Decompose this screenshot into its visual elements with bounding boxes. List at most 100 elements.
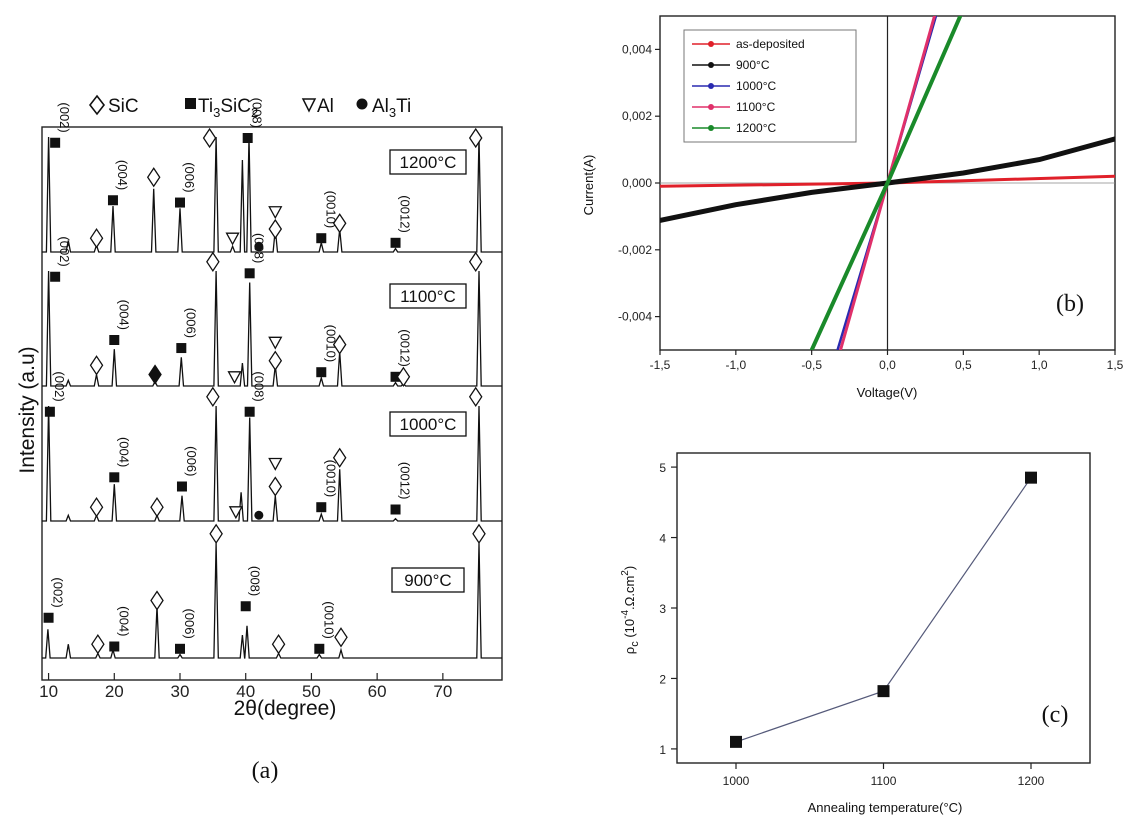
xrd-marker-3-5 — [202, 127, 217, 149]
iv-y-tick-label-4: 0,004 — [622, 42, 652, 56]
xrd-marker-2-8 — [268, 336, 283, 350]
xrd-marker-3-13 — [390, 237, 401, 248]
xrd-marker-3-11 — [316, 233, 327, 244]
xrd-traces: (002) (004) (006) (008) (0010) 900°C (002) (004… — [42, 98, 502, 659]
iv-y-tick-label-1: -0,002 — [618, 243, 652, 257]
xrd-marker-1-7 — [244, 406, 255, 417]
iv-legend-marker-1 — [708, 62, 714, 68]
iv-y-axis-title: Current(A) — [581, 155, 596, 216]
xrd-marker-3-7 — [242, 133, 253, 143]
rho-y-tick-label-1: 2 — [659, 672, 666, 686]
legend-al-symbol — [301, 98, 317, 113]
xrd-plane-label-3-4: (006) — [182, 162, 197, 192]
iv-legend-marker-3 — [708, 104, 714, 110]
xrd-marker-1-0 — [44, 406, 55, 417]
xrd-trace-line-1 — [42, 405, 502, 522]
xrd-plane-label-2-12: (0012) — [398, 329, 413, 367]
rho-ticks: 1000 1100 1200 1 2 3 4 5 — [659, 461, 1044, 788]
panel-b-label: (b) — [1056, 291, 1084, 317]
xrd-marker-3-0 — [50, 137, 61, 148]
xrd-plane-label-0-4: (006) — [182, 608, 197, 638]
xrd-x-tick-label-0: 10 — [39, 682, 58, 701]
iv-legend-marker-2 — [708, 83, 714, 89]
legend-al3ti-label: Al3Ti — [372, 96, 411, 120]
rho-point-0 — [730, 735, 742, 748]
xrd-marker-0-0 — [43, 612, 54, 623]
panel-a-xrd: SiC Ti3SiC2 Al Al3Ti (002) (004) (006) (008… — [16, 94, 503, 784]
iv-x-axis-title: Voltage(V) — [857, 385, 918, 400]
xrd-marker-1-11 — [316, 502, 327, 513]
rho-point-2 — [1025, 471, 1037, 484]
xrd-marker-0-2 — [109, 641, 120, 652]
xrd-x-tick-label-3: 40 — [236, 682, 255, 701]
xrd-marker-1-10 — [268, 476, 283, 497]
rho-series — [730, 471, 1037, 748]
xrd-x-tick-label-2: 30 — [171, 682, 190, 701]
xrd-plane-label-3-2: (004) — [115, 160, 130, 190]
xrd-marker-2-10 — [316, 367, 327, 378]
xrd-plane-label-3-13: (0012) — [398, 195, 413, 233]
rho-x-tick-label-2: 1200 — [1018, 774, 1045, 788]
iv-ticks: -1,5 -1,0 -0,5 0,0 0,5 1,0 1,5 -0,004 -0,002 0,00… — [618, 42, 1124, 372]
xrd-marker-1-3 — [150, 497, 164, 518]
xrd-marker-0-8 — [314, 643, 325, 654]
xrd-trace-line-3 — [42, 136, 502, 253]
xrd-marker-3-4 — [175, 197, 185, 208]
xrd-marker-2-14 — [468, 251, 483, 272]
xrd-x-tick-label-5: 60 — [368, 682, 387, 701]
iv-x-tick-label-2: -0,5 — [801, 358, 822, 372]
xrd-marker-1-1 — [89, 497, 104, 518]
panel-a-label: (a) — [252, 758, 279, 784]
xrd-marker-2-12 — [390, 371, 401, 382]
xrd-x-tick-label-4: 50 — [302, 682, 321, 701]
xrd-marker-2-5 — [206, 251, 220, 272]
panel-c-resistivity: 1000 1100 1200 1 2 3 4 5 Annealing temperature(… — [620, 452, 1091, 815]
rho-series-line — [735, 477, 1032, 743]
xrd-temp-label-3: 1200°C — [400, 153, 457, 172]
iv-x-tick-label-4: 0,5 — [955, 358, 972, 372]
xrd-marker-0-5 — [209, 523, 223, 544]
xrd-marker-2-4 — [176, 343, 187, 354]
rho-point-1 — [877, 685, 890, 698]
legend-al3ti-symbol — [356, 98, 368, 110]
xrd-marker-2-9 — [268, 350, 283, 371]
rho-y-tick-label-2: 3 — [659, 602, 666, 616]
xrd-plane-label-0-6: (008) — [248, 566, 263, 596]
xrd-temp-label-2: 1100°C — [400, 287, 456, 306]
xrd-plane-label-1-2: (004) — [116, 437, 131, 467]
rho-y-tick-label-0: 1 — [659, 743, 666, 757]
xrd-trace-1: (002)(004) (006)(008)(0010) (0012)1000°C — [42, 371, 502, 522]
xrd-marker-2-1 — [89, 355, 104, 376]
xrd-marker-0-6 — [240, 601, 251, 612]
xrd-marker-3-8 — [254, 241, 264, 251]
rho-x-tick-label-1: 1100 — [871, 774, 897, 788]
xrd-marker-1-5 — [206, 386, 220, 407]
xrd-plane-label-1-11: (0010) — [323, 460, 338, 498]
xrd-marker-0-9 — [334, 627, 348, 648]
xrd-trace-2: (002)(004)(006)(008)(0010)(0012)1100°C — [42, 233, 502, 387]
xrd-trace-line-0 — [42, 542, 502, 659]
iv-y-tick-label-3: 0,002 — [622, 109, 652, 123]
legend-ti3sic2-label: Ti3SiC2 — [198, 96, 258, 120]
xrd-plane-label-3-0: (002) — [57, 102, 72, 132]
xrd-marker-0-3 — [150, 590, 164, 611]
rho-x-tick-label-0: 1000 — [723, 774, 750, 788]
xrd-plane-label-3-7: (008) — [250, 98, 265, 128]
iv-legend-label-3: 1100°C — [736, 100, 776, 114]
xrd-marker-1-14 — [468, 386, 483, 407]
rho-y-tick-label-3: 4 — [659, 532, 666, 546]
xrd-plane-label-2-10: (0010) — [323, 325, 338, 363]
iv-legend-label-2: 1000°C — [736, 79, 776, 93]
iv-legend-marker-0 — [708, 41, 714, 47]
xrd-trace-line-2 — [42, 270, 502, 387]
xrd-trace-3: (002) (004) (006) (008) (0010) (0012) 1200°C — [42, 98, 502, 253]
rho-y-axis-title: ρc (10-4.Ω.cm2) — [620, 566, 641, 654]
xrd-marker-0-7 — [271, 634, 286, 655]
iv-y-tick-label-2: 0,000 — [622, 176, 652, 190]
xrd-marker-1-2 — [109, 472, 120, 483]
panel-c-label: (c) — [1042, 702, 1069, 728]
xrd-marker-3-12 — [332, 213, 347, 234]
xrd-marker-1-4 — [176, 481, 187, 492]
legend-sic-label: SiC — [108, 96, 139, 117]
